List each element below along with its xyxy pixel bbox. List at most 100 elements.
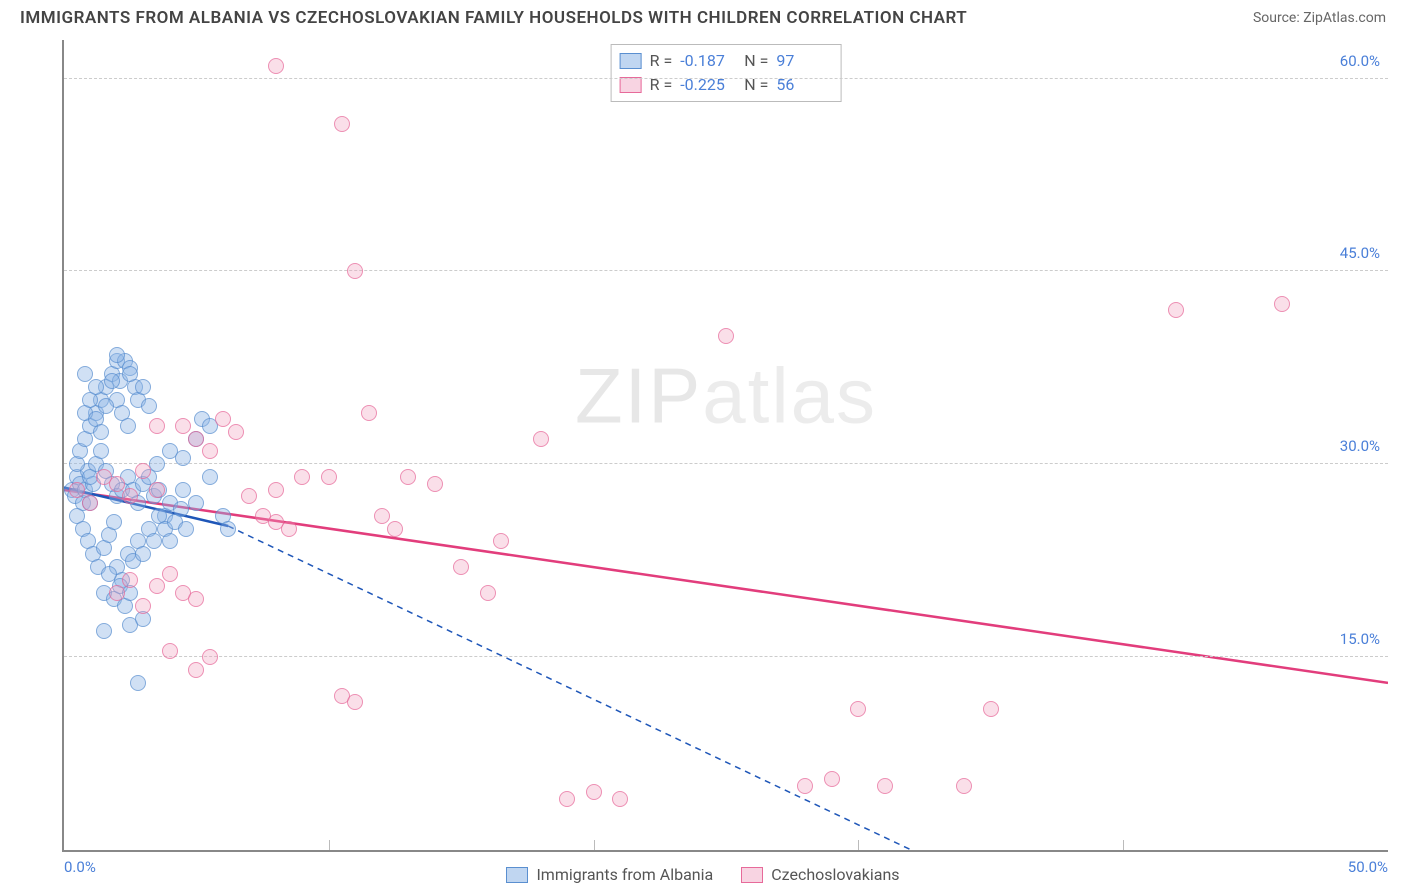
data-point-pink (493, 533, 509, 549)
data-point-pink (361, 405, 377, 421)
data-point-blue (104, 373, 120, 389)
data-point-blue (175, 450, 191, 466)
data-point-pink (162, 643, 178, 659)
data-point-pink (202, 443, 218, 459)
watermark-bold: ZIP (575, 352, 702, 440)
data-point-pink (268, 482, 284, 498)
source-label: Source: (1253, 10, 1303, 26)
data-point-blue (77, 366, 93, 382)
data-point-pink (69, 482, 85, 498)
data-point-pink (202, 649, 218, 665)
swatch-blue (506, 867, 528, 883)
data-point-blue (202, 469, 218, 485)
y-tick-label: 30.0% (1340, 437, 1380, 455)
swatch-pink (620, 77, 642, 93)
data-point-pink (281, 521, 297, 537)
legend-label-blue: Immigrants from Albania (536, 865, 713, 884)
data-point-pink (427, 476, 443, 492)
data-point-pink (612, 791, 628, 807)
gridline-h (64, 463, 1388, 464)
data-point-blue (130, 675, 146, 691)
data-point-blue (88, 379, 104, 395)
data-point-pink (109, 476, 125, 492)
data-point-pink (347, 263, 363, 279)
data-point-pink (188, 431, 204, 447)
data-point-pink (374, 508, 390, 524)
data-point-pink (533, 431, 549, 447)
data-point-blue (135, 379, 151, 395)
data-point-pink (135, 463, 151, 479)
watermark: ZIPatlas (575, 351, 877, 442)
data-point-blue (173, 501, 189, 517)
legend-item-pink: Czechoslovakians (741, 865, 899, 884)
data-point-blue (98, 398, 114, 414)
data-point-pink (1274, 296, 1290, 312)
data-point-blue (141, 398, 157, 414)
data-point-blue (146, 533, 162, 549)
data-point-pink (135, 598, 151, 614)
data-point-pink (122, 572, 138, 588)
r-value-blue: -0.187 (680, 49, 736, 73)
gridline-h (64, 78, 1388, 79)
x-minor-tick (329, 840, 330, 850)
data-point-pink (268, 58, 284, 74)
data-point-pink (400, 469, 416, 485)
data-point-blue (188, 495, 204, 511)
data-point-pink (188, 591, 204, 607)
data-point-pink (82, 495, 98, 511)
data-point-pink (109, 585, 125, 601)
r-label: R = (650, 49, 673, 73)
source-name: ZipAtlas.com (1303, 10, 1386, 26)
y-tick-label: 60.0% (1340, 52, 1380, 70)
y-tick-label: 15.0% (1340, 630, 1380, 648)
data-point-pink (334, 116, 350, 132)
data-point-blue (106, 514, 122, 530)
swatch-pink (741, 867, 763, 883)
chart-header: IMMIGRANTS FROM ALBANIA VS CZECHOSLOVAKI… (0, 0, 1406, 32)
data-point-blue (122, 366, 138, 382)
data-point-pink (453, 559, 469, 575)
bottom-legend: Immigrants from Albania Czechoslovakians (0, 865, 1406, 884)
y-tick-label: 45.0% (1340, 244, 1380, 262)
data-point-blue (135, 546, 151, 562)
data-point-pink (228, 424, 244, 440)
x-minor-tick (858, 840, 859, 850)
data-point-blue (175, 482, 191, 498)
chart-area: Family Households with Children ZIPatlas… (18, 40, 1388, 852)
watermark-thin: atlas (702, 352, 877, 440)
data-point-pink (480, 585, 496, 601)
data-point-pink (983, 701, 999, 717)
data-point-pink (149, 578, 165, 594)
data-point-pink (824, 771, 840, 787)
gridline-h (64, 656, 1388, 657)
data-point-pink (797, 778, 813, 794)
chart-title: IMMIGRANTS FROM ALBANIA VS CZECHOSLOVAKI… (20, 8, 967, 28)
data-point-pink (387, 521, 403, 537)
data-point-pink (294, 469, 310, 485)
x-minor-tick (594, 840, 595, 850)
data-point-pink (175, 418, 191, 434)
data-point-pink (877, 778, 893, 794)
data-point-blue (93, 443, 109, 459)
data-point-pink (1168, 302, 1184, 318)
data-point-pink (149, 418, 165, 434)
data-point-blue (109, 347, 125, 363)
correlation-stats-box: R = -0.187 N = 97 R = -0.225 N = 56 (611, 44, 842, 102)
data-point-pink (215, 411, 231, 427)
data-point-pink (321, 469, 337, 485)
data-point-pink (559, 791, 575, 807)
x-minor-tick (1123, 840, 1124, 850)
data-point-blue (178, 521, 194, 537)
swatch-blue (620, 53, 642, 69)
legend-label-pink: Czechoslovakians (771, 865, 899, 884)
data-point-pink (188, 662, 204, 678)
n-value-blue: 97 (776, 49, 832, 73)
data-point-blue (220, 521, 236, 537)
data-point-pink (347, 694, 363, 710)
trend-lines-layer (64, 40, 1388, 850)
data-point-blue (93, 424, 109, 440)
data-point-pink (586, 784, 602, 800)
data-point-blue (96, 623, 112, 639)
data-point-pink (718, 328, 734, 344)
data-point-pink (149, 482, 165, 498)
